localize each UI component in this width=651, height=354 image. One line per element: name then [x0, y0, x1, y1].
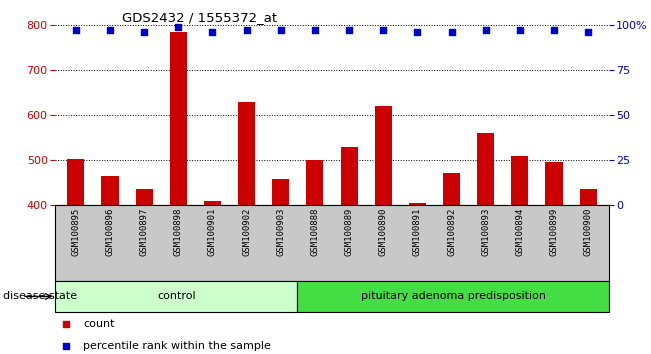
Text: GSM100896: GSM100896: [105, 207, 115, 256]
Bar: [307, 160, 324, 205]
Bar: [409, 203, 426, 205]
Point: [242, 27, 252, 33]
Bar: [135, 189, 153, 205]
Point: [412, 29, 422, 35]
Text: disease state: disease state: [3, 291, 77, 302]
Text: GSM100901: GSM100901: [208, 207, 217, 256]
Bar: [546, 162, 562, 205]
Text: GSM100898: GSM100898: [174, 207, 183, 256]
Bar: [272, 179, 289, 205]
Point: [275, 27, 286, 33]
Bar: [204, 201, 221, 205]
Point: [428, 253, 438, 258]
Point: [310, 27, 320, 33]
Text: percentile rank within the sample: percentile rank within the sample: [83, 341, 271, 350]
Bar: [102, 176, 118, 205]
Point: [428, 59, 438, 65]
Point: [105, 27, 115, 33]
Text: GSM100899: GSM100899: [549, 207, 559, 256]
Bar: [55, 281, 298, 312]
Point: [173, 24, 184, 29]
Text: GSM100895: GSM100895: [72, 207, 80, 256]
Bar: [477, 133, 494, 205]
Text: GSM100888: GSM100888: [311, 207, 320, 256]
Bar: [579, 189, 597, 205]
Text: GSM100893: GSM100893: [481, 207, 490, 256]
Bar: [443, 173, 460, 205]
Text: GSM100894: GSM100894: [516, 207, 524, 256]
Bar: [238, 102, 255, 205]
Text: GSM100892: GSM100892: [447, 207, 456, 256]
Bar: [67, 159, 85, 205]
Text: GSM100900: GSM100900: [584, 207, 592, 256]
Text: count: count: [83, 319, 115, 329]
Point: [583, 29, 594, 35]
Point: [549, 27, 559, 33]
Bar: [375, 106, 392, 205]
Text: GSM100889: GSM100889: [344, 207, 353, 256]
Point: [480, 27, 491, 33]
Point: [378, 27, 389, 33]
Text: GSM100902: GSM100902: [242, 207, 251, 256]
Bar: [340, 147, 357, 205]
Point: [70, 27, 81, 33]
Bar: [298, 281, 609, 312]
Point: [207, 29, 217, 35]
Point: [344, 27, 354, 33]
Text: GDS2432 / 1555372_at: GDS2432 / 1555372_at: [122, 11, 277, 24]
Text: GSM100891: GSM100891: [413, 207, 422, 256]
Point: [515, 27, 525, 33]
Bar: [170, 33, 187, 205]
Text: GSM100903: GSM100903: [276, 207, 285, 256]
Point: [447, 29, 457, 35]
Text: GSM100890: GSM100890: [379, 207, 388, 256]
Point: [139, 29, 149, 35]
Bar: [511, 156, 529, 205]
Text: control: control: [157, 291, 196, 302]
Text: pituitary adenoma predisposition: pituitary adenoma predisposition: [361, 291, 546, 302]
Text: GSM100897: GSM100897: [140, 207, 148, 256]
